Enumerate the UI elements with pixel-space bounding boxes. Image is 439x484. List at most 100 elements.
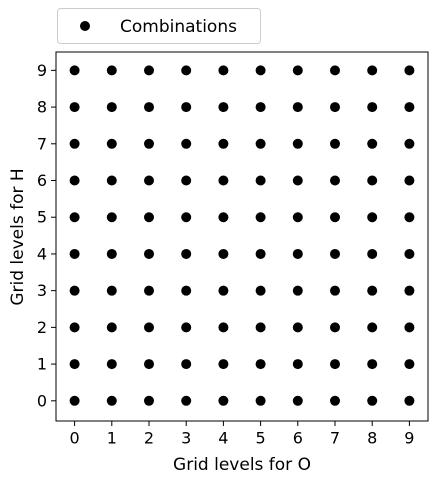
x-tick-label: 8 [367, 429, 377, 448]
point [218, 65, 229, 76]
point [181, 212, 192, 223]
point [144, 322, 154, 333]
point [69, 212, 80, 223]
point [292, 65, 303, 76]
point [106, 359, 117, 370]
y-axis-label: Grid levels for H [8, 168, 28, 305]
point [367, 359, 378, 370]
point [367, 102, 378, 113]
point [218, 138, 229, 149]
point [404, 322, 415, 333]
point [404, 285, 415, 296]
point [330, 175, 340, 186]
point [367, 175, 378, 186]
point [69, 359, 80, 370]
x-tick-label: 7 [330, 429, 340, 448]
x-tick-label: 9 [404, 429, 414, 448]
point [144, 212, 154, 223]
point [404, 175, 415, 186]
legend-box [57, 8, 261, 44]
point [255, 359, 266, 370]
point [330, 285, 340, 296]
point [218, 395, 229, 406]
point [330, 212, 340, 223]
point [292, 175, 303, 186]
y-tick-label: 5 [37, 208, 47, 227]
point [106, 102, 117, 113]
point [69, 65, 80, 76]
y-tick-label: 8 [37, 98, 47, 117]
point [367, 65, 378, 76]
point [144, 65, 154, 76]
point [367, 212, 378, 223]
y-tick-label: 9 [37, 61, 47, 80]
point [404, 102, 415, 113]
point [144, 359, 154, 370]
point [330, 359, 340, 370]
point [181, 65, 192, 76]
y-tick-label: 6 [37, 171, 47, 190]
point [218, 359, 229, 370]
x-tick-label: 3 [181, 429, 191, 448]
point [144, 285, 154, 296]
point [404, 359, 415, 370]
point [292, 102, 303, 113]
y-tick-label: 1 [37, 355, 47, 374]
point [255, 285, 266, 296]
point [330, 395, 340, 406]
axes-frame [55, 51, 429, 422]
point [330, 65, 340, 76]
point [367, 285, 378, 296]
x-tick-label: 1 [107, 429, 117, 448]
point [181, 102, 192, 113]
point [367, 395, 378, 406]
point [330, 102, 340, 113]
legend-label: Combinations [120, 17, 237, 37]
point [218, 248, 229, 259]
point [218, 175, 229, 186]
point [330, 138, 340, 149]
point [106, 138, 117, 149]
x-tick-label: 6 [293, 429, 303, 448]
point [106, 322, 117, 333]
point [404, 65, 415, 76]
point [69, 175, 80, 186]
point [255, 212, 266, 223]
point [367, 322, 378, 333]
point [255, 102, 266, 113]
point [255, 138, 266, 149]
point [404, 248, 415, 259]
point [292, 248, 303, 259]
point [69, 248, 80, 259]
x-tick-label: 0 [70, 429, 80, 448]
point [144, 138, 154, 149]
point [367, 248, 378, 259]
point [181, 175, 192, 186]
point [255, 175, 266, 186]
point [69, 395, 80, 406]
point [292, 359, 303, 370]
point [218, 285, 229, 296]
point [69, 102, 80, 113]
point [106, 285, 117, 296]
point [292, 285, 303, 296]
point [218, 102, 229, 113]
y-tick-label: 4 [37, 244, 47, 263]
point [181, 322, 192, 333]
point [330, 322, 340, 333]
point [404, 138, 415, 149]
y-tick-label: 2 [37, 318, 47, 337]
point [69, 285, 80, 296]
x-tick-label: 5 [256, 429, 266, 448]
point [144, 102, 154, 113]
point [404, 212, 415, 223]
y-tick-label: 7 [37, 134, 47, 153]
point [181, 285, 192, 296]
point [292, 138, 303, 149]
point [106, 212, 117, 223]
point [144, 175, 154, 186]
point [144, 395, 154, 406]
point [292, 395, 303, 406]
